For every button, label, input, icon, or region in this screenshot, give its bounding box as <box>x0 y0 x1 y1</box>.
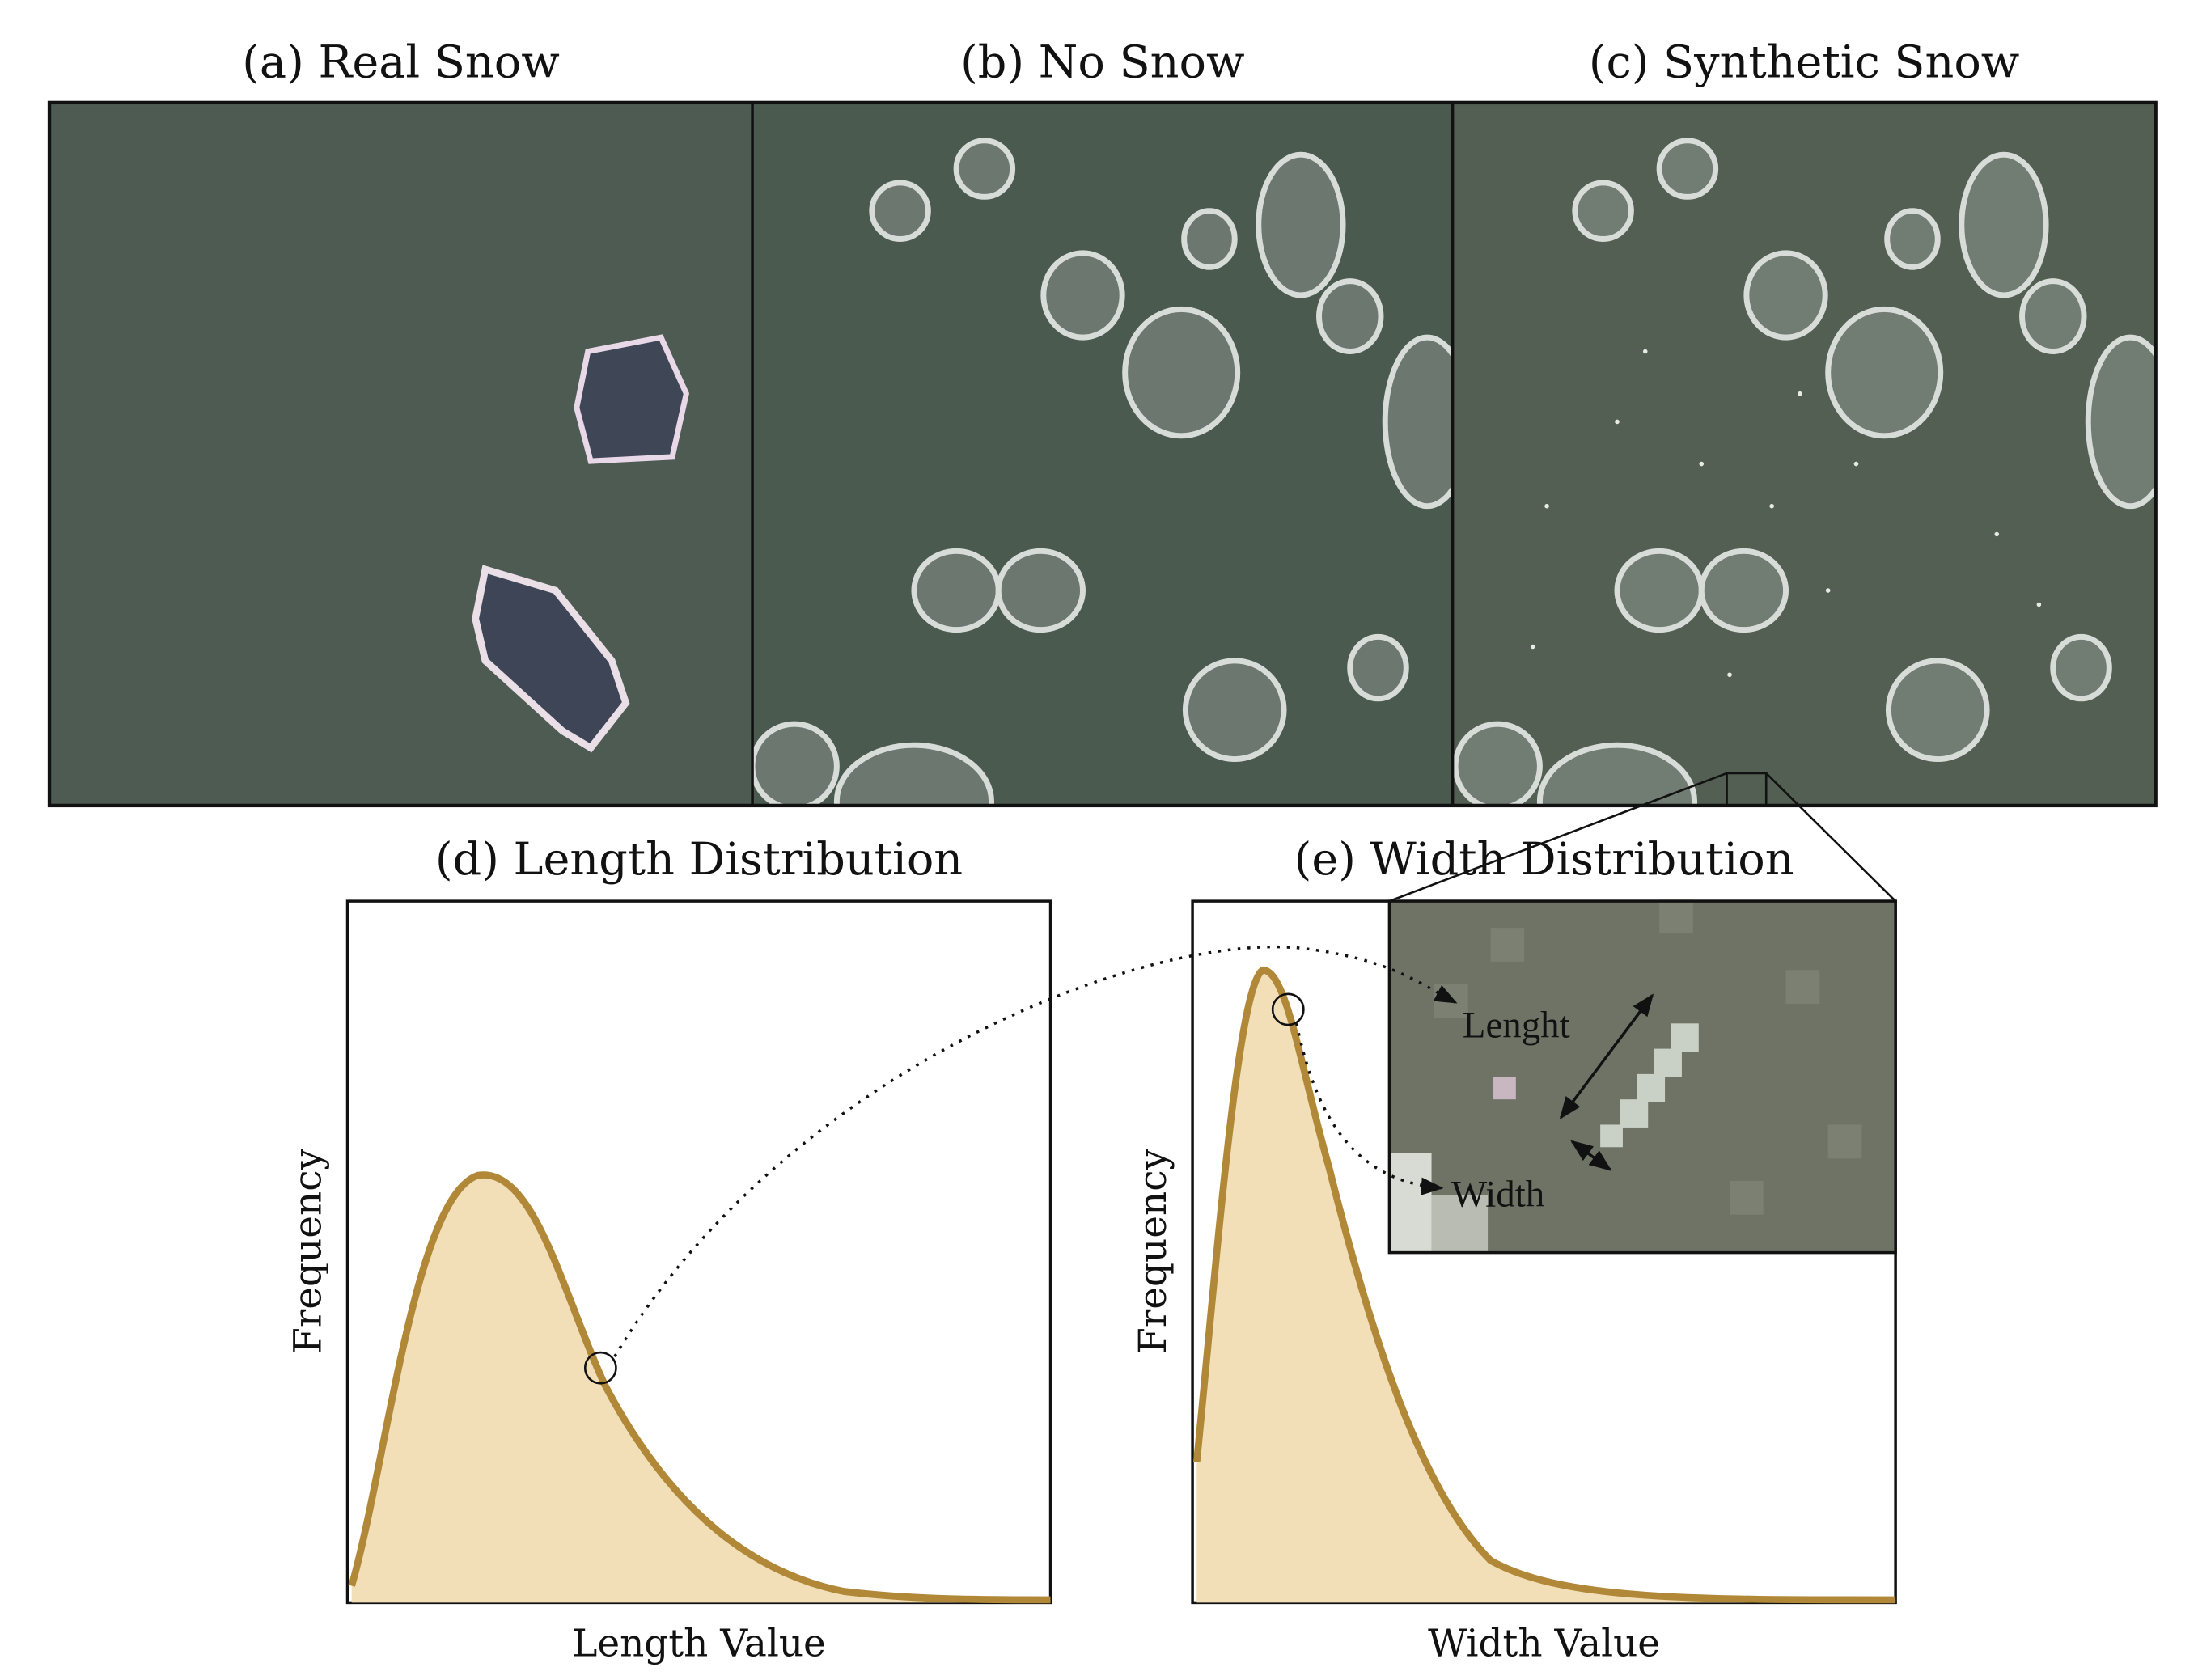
inset-label: Width <box>1451 1173 1544 1215</box>
inset-label: Lenght <box>1463 1005 1570 1047</box>
photo-no-snow <box>752 102 1453 806</box>
panel-title: (a) Real Snow <box>242 36 560 89</box>
x-axis-label: Length Value <box>572 1621 826 1665</box>
marker-circle <box>1271 992 1305 1026</box>
photo-frame <box>47 100 2158 808</box>
x-axis-label: Width Value <box>1428 1621 1660 1665</box>
zoom-box <box>1726 772 1768 807</box>
panel-title: (c) Synthetic Snow <box>1589 36 2020 89</box>
y-axis-label: Frequency <box>1131 1149 1175 1354</box>
marker-circle <box>583 1351 617 1385</box>
distribution-area <box>351 1174 1051 1603</box>
panel-title: (b) No Snow <box>960 36 1244 89</box>
photo-synthetic-snow <box>1452 102 2156 806</box>
plot-title: (d) Length Distribution <box>435 833 963 886</box>
distribution-curve <box>348 1171 1051 1604</box>
connector <box>613 945 1458 1358</box>
y-axis-label: Frequency <box>286 1149 330 1354</box>
distribution-curve <box>1192 966 1896 1604</box>
zoom-inset: Lenght Width <box>1387 899 1897 1255</box>
photo-real-snow <box>49 102 753 806</box>
plot-title: (e) Width Distribution <box>1294 833 1794 886</box>
distribution-area <box>1196 970 1896 1603</box>
